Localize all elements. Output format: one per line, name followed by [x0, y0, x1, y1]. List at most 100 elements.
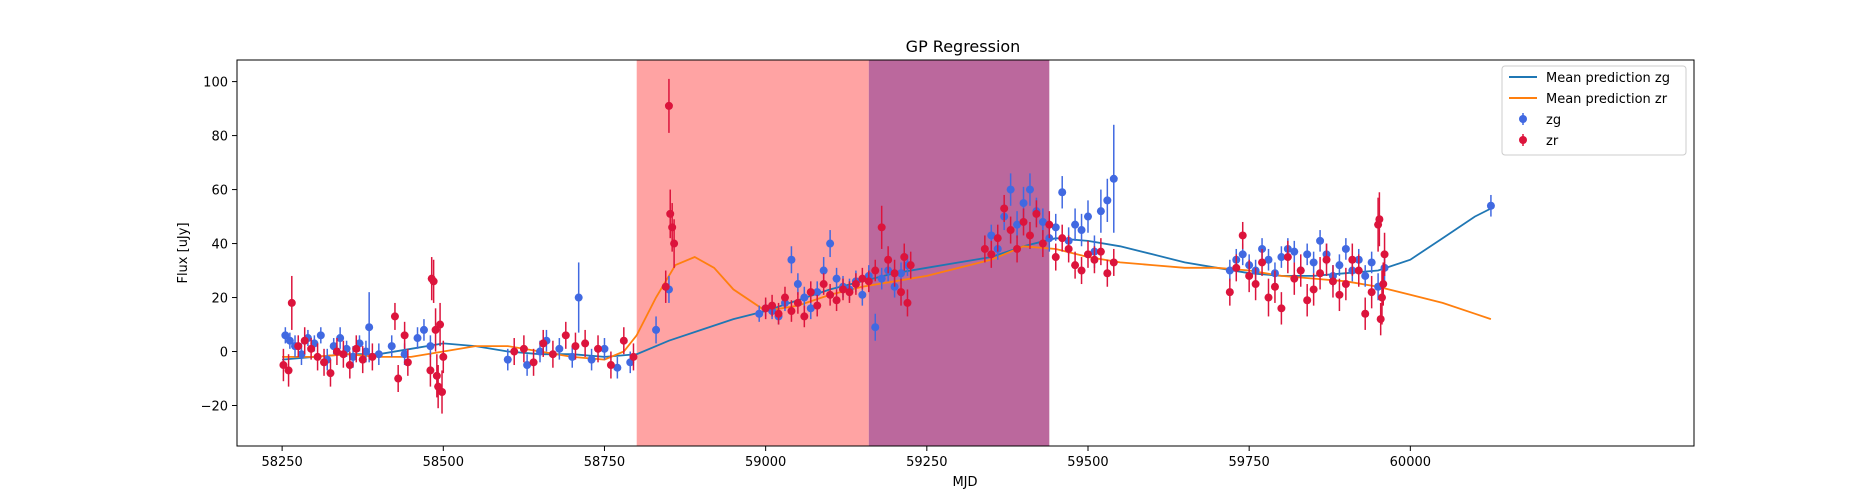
- point-zr: [606, 361, 615, 370]
- point-zr: [851, 280, 860, 289]
- point-zr: [666, 209, 675, 218]
- point-zr: [832, 296, 841, 305]
- x-tick-label: 58500: [423, 455, 464, 470]
- point-zr: [1064, 244, 1073, 253]
- point-zg: [1096, 207, 1105, 216]
- point-zr: [594, 344, 603, 353]
- point-zr: [279, 361, 288, 370]
- point-zg: [400, 350, 409, 359]
- y-tick-label: 40: [211, 238, 228, 253]
- point-zr: [1013, 244, 1022, 253]
- point-zr: [1375, 215, 1384, 224]
- point-zg: [503, 355, 512, 364]
- point-zg: [1013, 220, 1022, 229]
- point-zg: [1309, 258, 1318, 267]
- point-zr: [519, 344, 528, 353]
- point-zg: [877, 274, 886, 283]
- point-zr: [332, 347, 341, 356]
- point-zg: [1361, 271, 1370, 280]
- point-zr: [394, 374, 403, 383]
- point-zr: [403, 358, 412, 367]
- point-zr: [429, 277, 438, 286]
- point-zr: [1071, 261, 1080, 270]
- y-tick-label: 100: [203, 76, 228, 91]
- y-tick-label: 20: [211, 292, 228, 307]
- legend-marker-zr: [1519, 136, 1527, 144]
- point-zr: [439, 352, 448, 361]
- point-zr: [1083, 250, 1092, 259]
- point-zr: [826, 290, 835, 299]
- point-zr: [619, 336, 628, 345]
- point-zr: [390, 312, 399, 321]
- point-zr: [1379, 280, 1388, 289]
- point-zr: [664, 101, 673, 110]
- legend-label-zg: zg: [1546, 113, 1561, 128]
- point-zr: [1341, 280, 1350, 289]
- point-zr: [761, 304, 770, 313]
- point-zr: [993, 234, 1002, 243]
- x-tick-label: 59500: [1067, 455, 1108, 470]
- point-zg: [652, 325, 661, 334]
- point-zg: [871, 323, 880, 332]
- point-zr: [307, 344, 316, 353]
- point-zr: [1251, 280, 1260, 289]
- point-zr: [339, 350, 348, 359]
- point-zg: [819, 266, 828, 275]
- point-zg: [536, 347, 545, 356]
- point-zg: [1290, 247, 1299, 256]
- point-zr: [368, 352, 377, 361]
- point-zg: [316, 331, 325, 340]
- legend-label-mean-prediction-zr: Mean prediction zr: [1546, 92, 1668, 107]
- point-zr: [845, 288, 854, 297]
- point-zg: [426, 342, 435, 351]
- point-zg: [1019, 199, 1028, 208]
- point-zg: [1071, 220, 1080, 229]
- point-zr: [900, 253, 909, 262]
- point-zg: [555, 344, 564, 353]
- point-zg: [1225, 266, 1234, 275]
- point-zr: [438, 388, 447, 397]
- point-zr: [768, 301, 777, 310]
- point-zr: [661, 282, 670, 291]
- point-zg: [1038, 217, 1047, 226]
- point-zg: [1367, 258, 1376, 267]
- point-zr: [819, 280, 828, 289]
- point-zr: [877, 223, 886, 232]
- point-zr: [1232, 263, 1241, 272]
- point-zg: [419, 325, 428, 334]
- point-zr: [1109, 258, 1118, 267]
- point-zr: [1367, 288, 1376, 297]
- point-zr: [1058, 234, 1067, 243]
- point-zg: [858, 290, 867, 299]
- point-zr: [1303, 296, 1312, 305]
- point-zr: [1377, 293, 1386, 302]
- shaded-regions: [636, 60, 1050, 446]
- x-tick-label: 60000: [1390, 455, 1431, 470]
- y-tick-label: 0: [220, 346, 228, 361]
- point-zr: [400, 331, 409, 340]
- series-zr: [279, 78, 1389, 414]
- point-zr: [287, 298, 296, 307]
- point-zg: [587, 355, 596, 364]
- point-zr: [571, 342, 580, 351]
- point-zg: [1103, 196, 1112, 205]
- point-zr: [1335, 290, 1344, 299]
- shaded-region-2: [868, 60, 1050, 446]
- x-axis-label: MJD: [952, 475, 977, 490]
- point-zr: [668, 223, 677, 232]
- point-zr: [1090, 255, 1099, 264]
- point-zr: [1316, 269, 1325, 278]
- point-zr: [529, 358, 538, 367]
- point-zr: [1258, 258, 1267, 267]
- point-zr: [800, 312, 809, 321]
- point-zr: [1032, 209, 1041, 218]
- plot-area: [236, 59, 1695, 447]
- y-tick-label: −20: [201, 400, 228, 415]
- point-zg: [1486, 201, 1495, 210]
- point-zr: [326, 369, 335, 378]
- point-zr: [1290, 274, 1299, 283]
- point-zg: [1077, 226, 1086, 235]
- point-zr: [1225, 288, 1234, 297]
- point-zr: [1077, 266, 1086, 275]
